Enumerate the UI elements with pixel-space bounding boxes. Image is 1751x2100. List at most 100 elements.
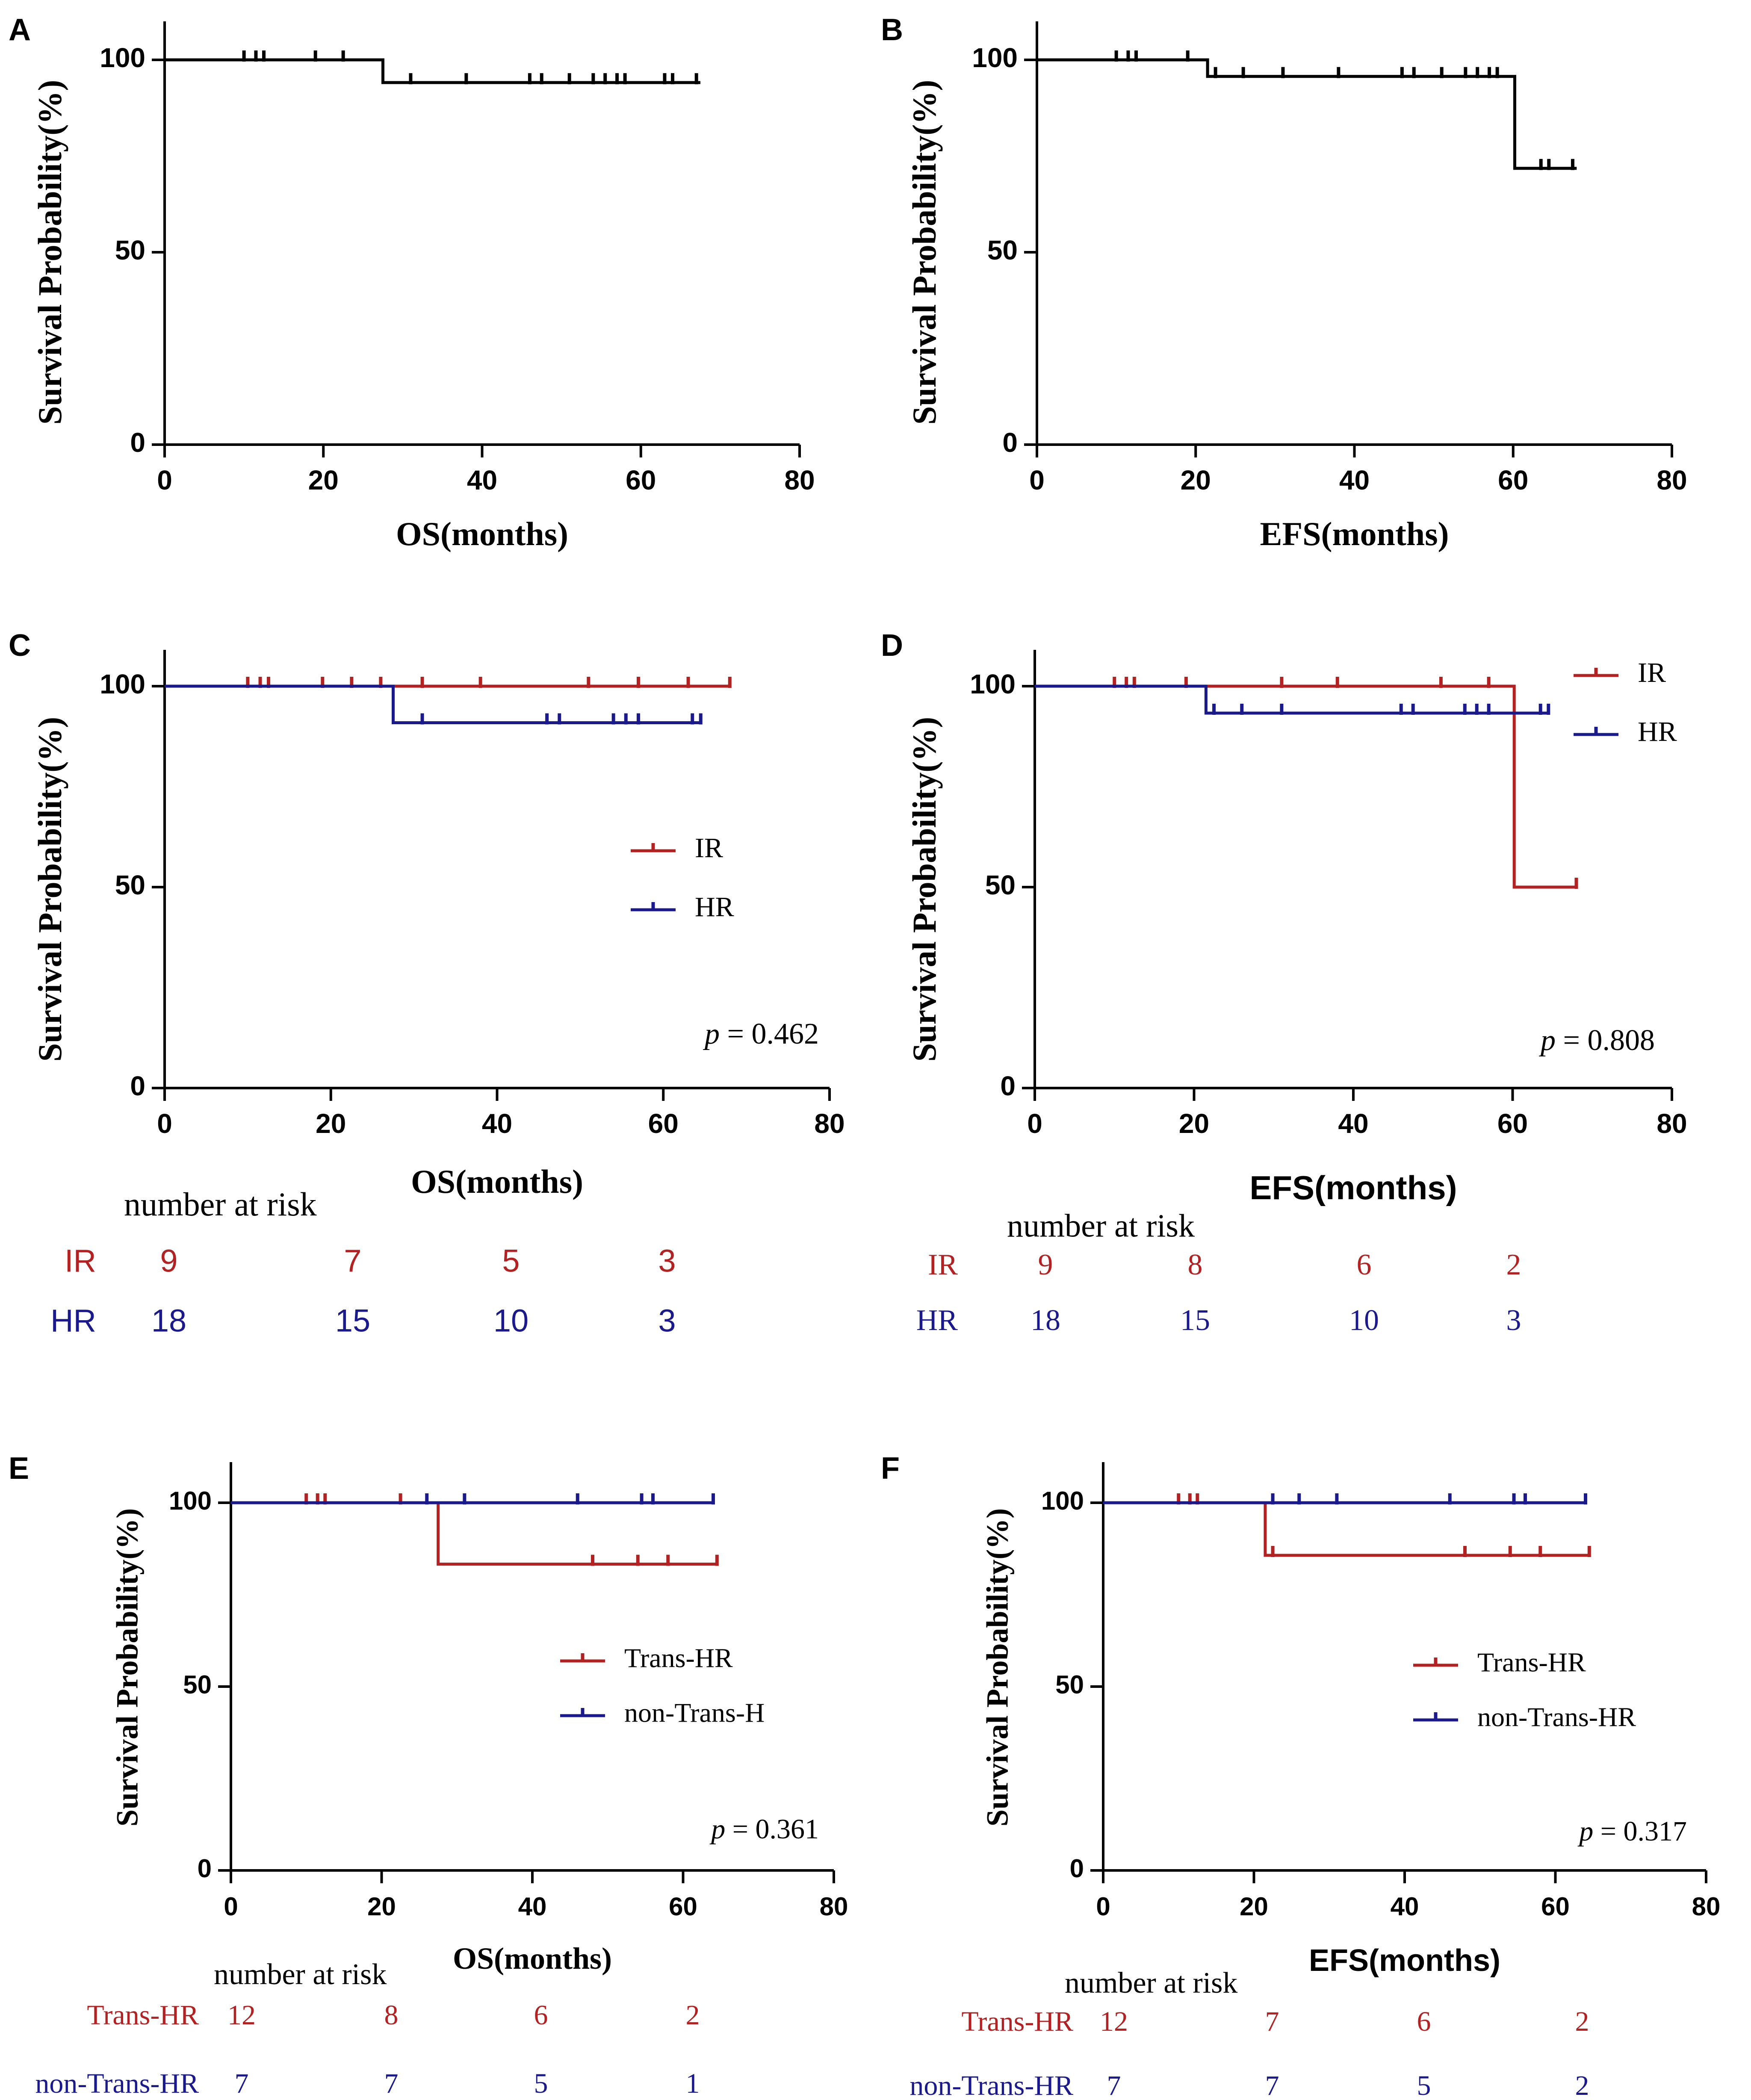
risk-value: 12 bbox=[227, 2000, 256, 2031]
panel-label: F bbox=[881, 1451, 900, 1486]
panel-c: C 0 20 40 60 80 0 50 100 OS(months) Survival Proba… bbox=[9, 628, 845, 1339]
risk-table-title: number at risk bbox=[1065, 1967, 1237, 2000]
risk-value: 6 bbox=[1357, 1248, 1372, 1281]
x-tick-label: 20 bbox=[1179, 1108, 1209, 1139]
risk-value: 5 bbox=[1417, 2070, 1431, 2100]
risk-row-label: IR bbox=[928, 1248, 958, 1281]
risk-table-title: number at risk bbox=[214, 1958, 387, 1991]
risk-value: 7 bbox=[235, 2068, 249, 2099]
legend-label: Trans-HR bbox=[624, 1643, 733, 1673]
legend: IR HR bbox=[631, 832, 734, 923]
p-value-text: = 0.317 bbox=[1593, 1816, 1687, 1847]
x-axis-title: OS(months) bbox=[411, 1163, 583, 1200]
y-tick-label: 50 bbox=[115, 870, 145, 900]
x-tick-label: 60 bbox=[1497, 1108, 1528, 1139]
series-line-hr bbox=[1035, 684, 1549, 715]
x-tick-label: 40 bbox=[1391, 1892, 1419, 1921]
risk-value: 8 bbox=[384, 2000, 399, 2031]
panel-e: E 0 20 40 60 80 0 50 100 OS(months) Survival Proba… bbox=[9, 1451, 848, 2099]
risk-row-label: non-Trans-HR bbox=[909, 2070, 1073, 2100]
y-tick-label: 100 bbox=[970, 669, 1016, 699]
legend-item: HR bbox=[631, 891, 734, 923]
x-tick-label: 80 bbox=[1657, 465, 1687, 496]
panel-b: B 0 20 40 60 80 0 50 100 EFS(months) Survival Prob… bbox=[881, 13, 1687, 552]
x-tick-label: 40 bbox=[1338, 1108, 1368, 1139]
x-tick-label: 0 bbox=[157, 465, 172, 496]
risk-row-label: Trans-HR bbox=[87, 2000, 199, 2031]
y-axis-title: Survival Probability(%) bbox=[31, 717, 68, 1062]
series-line-trans-hr bbox=[1103, 1501, 1589, 1557]
risk-value: 2 bbox=[1575, 2070, 1589, 2100]
risk-value: 18 bbox=[151, 1303, 186, 1339]
legend-label: HR bbox=[695, 891, 734, 923]
panel-label: C bbox=[9, 628, 31, 663]
x-axis-title: EFS(months) bbox=[1309, 1944, 1500, 1978]
x-tick-label: 80 bbox=[784, 465, 815, 496]
x-tick-label: 80 bbox=[814, 1108, 844, 1139]
legend: Trans-HR non-Trans-H bbox=[560, 1643, 765, 1728]
y-tick-label: 0 bbox=[130, 1071, 145, 1101]
risk-value: 3 bbox=[1506, 1304, 1521, 1337]
x-tick-label: 40 bbox=[467, 465, 497, 496]
x-axis-title: OS(months) bbox=[396, 515, 568, 552]
risk-value: 6 bbox=[534, 2000, 548, 2031]
y-tick-label: 0 bbox=[130, 427, 145, 458]
x-tick-label: 0 bbox=[157, 1108, 172, 1139]
x-tick-label: 40 bbox=[482, 1108, 512, 1139]
risk-value: 2 bbox=[1575, 2006, 1589, 2037]
x-tick-label: 20 bbox=[1240, 1892, 1268, 1921]
x-tick-label: 20 bbox=[1181, 465, 1211, 496]
risk-value: 8 bbox=[1188, 1248, 1203, 1281]
risk-value: 3 bbox=[658, 1303, 676, 1339]
risk-table-title: number at risk bbox=[1007, 1208, 1195, 1244]
p-value-symbol: p bbox=[1538, 1024, 1556, 1057]
panel-label: B bbox=[881, 13, 903, 47]
risk-row-label: non-Trans-HR bbox=[35, 2068, 199, 2099]
series-line-ir bbox=[1035, 684, 1577, 889]
x-tick-label: 60 bbox=[1541, 1892, 1570, 1921]
risk-value: 6 bbox=[1417, 2006, 1431, 2037]
panel-label: E bbox=[9, 1451, 29, 1486]
risk-value: 9 bbox=[160, 1243, 177, 1279]
risk-row-label: HR bbox=[916, 1304, 958, 1337]
p-value-text: = 0.808 bbox=[1556, 1024, 1655, 1057]
risk-table: number at risk IR 9 7 5 3 HR 18 15 10 3 bbox=[50, 1186, 676, 1339]
x-axis-title: OS(months) bbox=[453, 1941, 612, 1976]
x-tick-label: 0 bbox=[224, 1892, 238, 1921]
y-axis-title: Survival Probability(%) bbox=[906, 717, 943, 1062]
y-tick-label: 0 bbox=[1070, 1854, 1084, 1883]
y-axis-title: Survival Probability(%) bbox=[906, 80, 943, 425]
risk-value: 10 bbox=[493, 1303, 529, 1339]
risk-value: 1 bbox=[686, 2068, 700, 2099]
y-tick-label: 100 bbox=[1041, 1487, 1084, 1515]
y-tick-label: 50 bbox=[115, 235, 145, 265]
panel-d: D 0 20 40 60 80 0 50 100 EFS(months) Survival Prob… bbox=[881, 628, 1687, 1337]
legend-item: Trans-HR bbox=[1413, 1647, 1586, 1678]
x-tick-label: 60 bbox=[669, 1892, 697, 1921]
x-tick-label: 60 bbox=[1498, 465, 1528, 496]
legend: Trans-HR non-Trans-HR bbox=[1413, 1647, 1636, 1732]
x-tick-label: 40 bbox=[518, 1892, 547, 1921]
y-tick-label: 100 bbox=[169, 1487, 212, 1515]
risk-value: 5 bbox=[534, 2068, 548, 2099]
legend-label: IR bbox=[695, 832, 723, 864]
legend-label: HR bbox=[1638, 716, 1677, 747]
y-axis-title: Survival Probability(%) bbox=[31, 80, 68, 425]
p-value: p = 0.317 bbox=[1577, 1816, 1687, 1847]
risk-row-label: IR bbox=[65, 1243, 96, 1279]
risk-value: 10 bbox=[1349, 1304, 1379, 1337]
risk-value: 7 bbox=[1265, 2070, 1279, 2100]
p-value: p = 0.808 bbox=[1538, 1024, 1655, 1057]
panel-a: A 0 20 40 60 80 0 50 100 OS(months) Survival Proba… bbox=[9, 13, 815, 552]
x-tick-label: 0 bbox=[1096, 1892, 1110, 1921]
y-tick-label: 100 bbox=[100, 669, 145, 699]
risk-value: 5 bbox=[502, 1243, 520, 1279]
risk-value: 2 bbox=[1506, 1248, 1521, 1281]
y-tick-label: 100 bbox=[100, 42, 145, 73]
series-line-hr bbox=[165, 684, 701, 724]
legend-item: non-Trans-H bbox=[560, 1698, 765, 1728]
risk-value: 18 bbox=[1031, 1304, 1060, 1337]
legend-item: IR bbox=[631, 832, 723, 864]
risk-value: 15 bbox=[1180, 1304, 1210, 1337]
